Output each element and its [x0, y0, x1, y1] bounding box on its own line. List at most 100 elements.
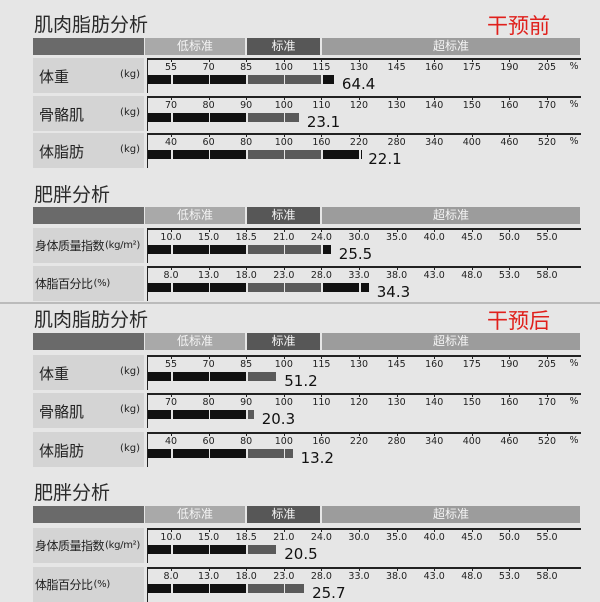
intervention-tag: 干预后 [487, 309, 550, 333]
bar-segment [247, 150, 284, 159]
tick-label: 110 [312, 397, 331, 408]
header-label-cell [33, 506, 144, 523]
bar-segment [210, 372, 247, 381]
tick-label: 18.5 [235, 232, 257, 243]
tick-mark [321, 228, 323, 232]
tick-label: 24.0 [310, 532, 332, 543]
tick-mark [246, 432, 248, 436]
measure-row: 体脂肪 (kg) 40 60 80 100 160 220 280 340 400 460 520% 22… [33, 133, 581, 168]
tick-label: 50.0 [498, 232, 520, 243]
measure-row: 身体质量指数 (kg/m²) 10.0 15.0 18.5 21.0 24.0 30.0 35.… [33, 528, 581, 563]
tick-label: 70 [202, 62, 215, 73]
tick-mark [434, 432, 436, 436]
tick-label: 48.0 [461, 571, 483, 582]
band-low: 低标准 [145, 333, 245, 350]
tick-mark [509, 393, 511, 397]
tick-mark [396, 393, 398, 397]
tick-label: 120 [349, 100, 369, 111]
percent-label: % [569, 358, 579, 369]
tick-label: 100 [274, 137, 293, 148]
tick-mark [359, 432, 360, 436]
tick-mark [359, 567, 360, 571]
tick-mark [434, 355, 436, 359]
tick-mark [396, 355, 398, 359]
tick-mark [396, 58, 398, 62]
tick-mark [509, 355, 511, 359]
tick-label: 10.0 [160, 232, 182, 243]
bar-segment [322, 283, 359, 292]
tick-label: 70 [202, 359, 215, 370]
tick-label: 10.0 [160, 532, 182, 543]
tick-label: 38.0 [386, 571, 408, 582]
tick-mark [321, 266, 323, 270]
tick-mark [434, 58, 436, 62]
tick-mark [283, 528, 285, 532]
tick-label: 150 [462, 100, 481, 111]
bar-segment [172, 545, 209, 554]
tick-mark [321, 96, 323, 100]
scale-track: 8.0 13.0 18.0 23.0 28.0 33.0 38.0 43.0 48.0 53.0 5… [147, 266, 581, 301]
row-label: 体脂肪 [39, 442, 85, 460]
tick-mark [208, 58, 210, 62]
band-standard: 标准 [247, 333, 320, 350]
tick-label: 130 [387, 397, 406, 408]
row-label: 体重 [39, 365, 70, 383]
row-label-cell: 体脂肪 (kg) [33, 432, 144, 467]
tick-mark [246, 228, 248, 232]
bar-segment [210, 584, 247, 593]
tick-mark [208, 266, 210, 270]
tick-mark [434, 133, 436, 137]
tick-label: 45.0 [461, 232, 483, 243]
bar-segment [148, 410, 171, 419]
tick-label: 33.0 [348, 270, 370, 281]
tick-label: 28.0 [310, 270, 332, 281]
row-label: 骨骼肌 [39, 106, 85, 124]
tick-mark [509, 133, 511, 137]
row-label: 身体质量指数 [35, 239, 105, 253]
tick-mark [208, 228, 210, 232]
intervention-tag: 干预前 [487, 14, 550, 38]
scale-track: 70 80 90 100 110 120 130 140 150 160 170% 20.3 [147, 393, 581, 428]
tick-label: 13.0 [198, 270, 220, 281]
band-over: 超标准 [322, 506, 580, 523]
tick-mark [321, 393, 323, 397]
tick-mark [208, 393, 210, 397]
tick-label: 50.0 [498, 532, 520, 543]
tick-mark [321, 355, 323, 359]
tick-mark [509, 96, 511, 100]
tick-label: 160 [425, 359, 444, 370]
row-unit: (kg) [120, 366, 140, 377]
tick-label: 175 [462, 62, 481, 73]
measure-value: 25.7 [312, 584, 346, 602]
tick-label: 520 [537, 137, 557, 148]
tick-mark [359, 393, 360, 397]
bar-segment [360, 150, 362, 159]
scale-track: 40 60 80 100 160 220 280 340 400 460 520% 22.1 [147, 133, 581, 168]
tick-label: 8.0 [163, 571, 179, 582]
tick-mark [171, 528, 172, 532]
percent-label: % [569, 396, 579, 407]
scale-track: 8.0 13.0 18.0 23.0 28.0 33.0 38.0 43.0 48.0 53.0 5… [147, 567, 581, 602]
row-unit: (kg) [120, 404, 140, 415]
tick-mark [396, 567, 398, 571]
tick-mark [471, 228, 473, 232]
row-label: 体重 [39, 68, 70, 86]
bar-segment [172, 584, 209, 593]
tick-label: 30.0 [348, 532, 370, 543]
bar-segment [172, 283, 209, 292]
tick-label: 170 [537, 397, 557, 408]
tick-mark [359, 96, 360, 100]
tick-mark [434, 393, 436, 397]
tick-mark [208, 567, 210, 571]
tick-mark [321, 528, 323, 532]
tick-mark [434, 528, 436, 532]
band-over: 超标准 [322, 207, 580, 224]
tick-label: 58.0 [536, 270, 558, 281]
measure-value: 22.1 [368, 150, 402, 168]
row-unit: (%) [93, 278, 111, 289]
tick-mark [509, 528, 511, 532]
tick-label: 15.0 [198, 532, 220, 543]
tick-label: 28.0 [310, 571, 332, 582]
tick-mark [283, 58, 285, 62]
tick-mark [471, 567, 473, 571]
